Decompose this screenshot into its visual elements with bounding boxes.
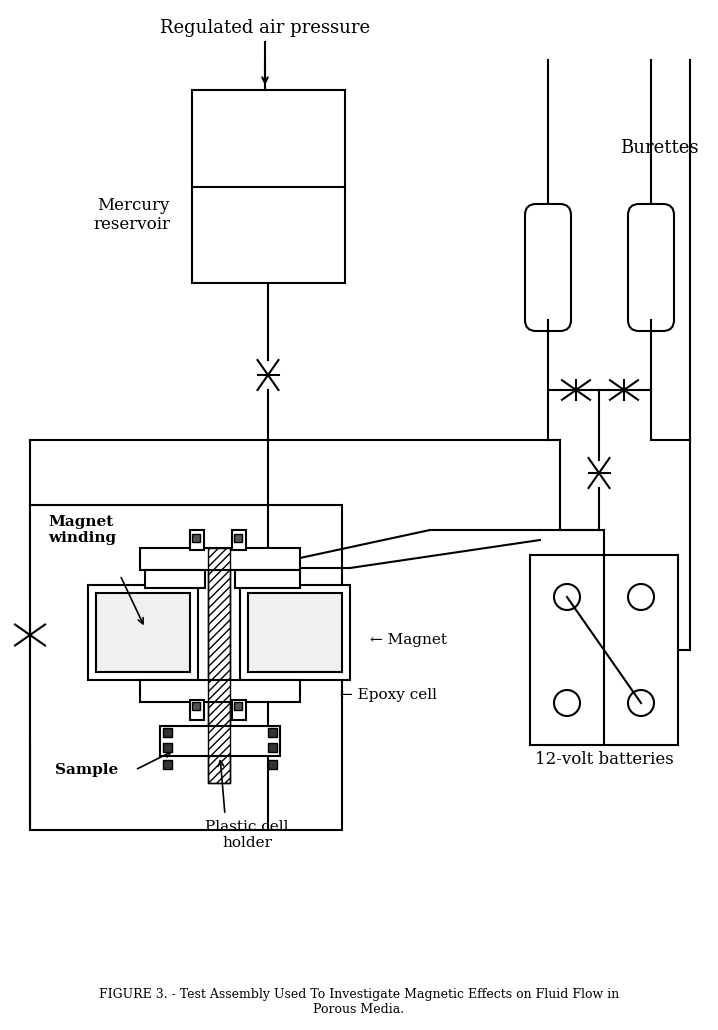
Bar: [163, 728, 172, 737]
Bar: [140, 548, 300, 570]
Bar: [30, 505, 342, 830]
Text: Sample: Sample: [55, 763, 118, 777]
Bar: [192, 702, 200, 710]
Bar: [530, 555, 678, 745]
Bar: [240, 585, 350, 680]
Text: FIGURE 3. - Test Assembly Used To Investigate Magnetic Effects on Fluid Flow in
: FIGURE 3. - Test Assembly Used To Invest…: [99, 988, 619, 1016]
Text: Mercury
reservoir: Mercury reservoir: [93, 197, 170, 234]
Bar: [192, 534, 200, 542]
Text: Magnet
winding: Magnet winding: [48, 515, 116, 545]
Bar: [234, 534, 242, 542]
Bar: [232, 530, 246, 550]
Bar: [235, 570, 300, 588]
Bar: [192, 90, 345, 283]
Bar: [232, 700, 246, 720]
Bar: [248, 593, 342, 672]
FancyBboxPatch shape: [525, 204, 571, 331]
Bar: [140, 680, 300, 702]
Text: Regulated air pressure: Regulated air pressure: [160, 19, 370, 37]
Bar: [268, 760, 277, 769]
Bar: [268, 743, 277, 752]
Text: 12-volt batteries: 12-volt batteries: [535, 752, 673, 768]
Bar: [163, 760, 172, 769]
Bar: [208, 548, 230, 783]
Bar: [88, 585, 198, 680]
Bar: [268, 728, 277, 737]
Bar: [145, 570, 205, 588]
FancyBboxPatch shape: [628, 204, 674, 331]
Bar: [96, 593, 190, 672]
Bar: [190, 530, 204, 550]
Bar: [163, 743, 172, 752]
Bar: [160, 726, 280, 756]
Bar: [208, 548, 230, 783]
Bar: [234, 702, 242, 710]
Text: Burettes: Burettes: [620, 139, 699, 157]
Text: ← Magnet: ← Magnet: [370, 633, 447, 647]
Text: Plastic cell
holder: Plastic cell holder: [205, 820, 289, 850]
Bar: [190, 700, 204, 720]
Text: ← Epoxy cell: ← Epoxy cell: [340, 688, 437, 702]
